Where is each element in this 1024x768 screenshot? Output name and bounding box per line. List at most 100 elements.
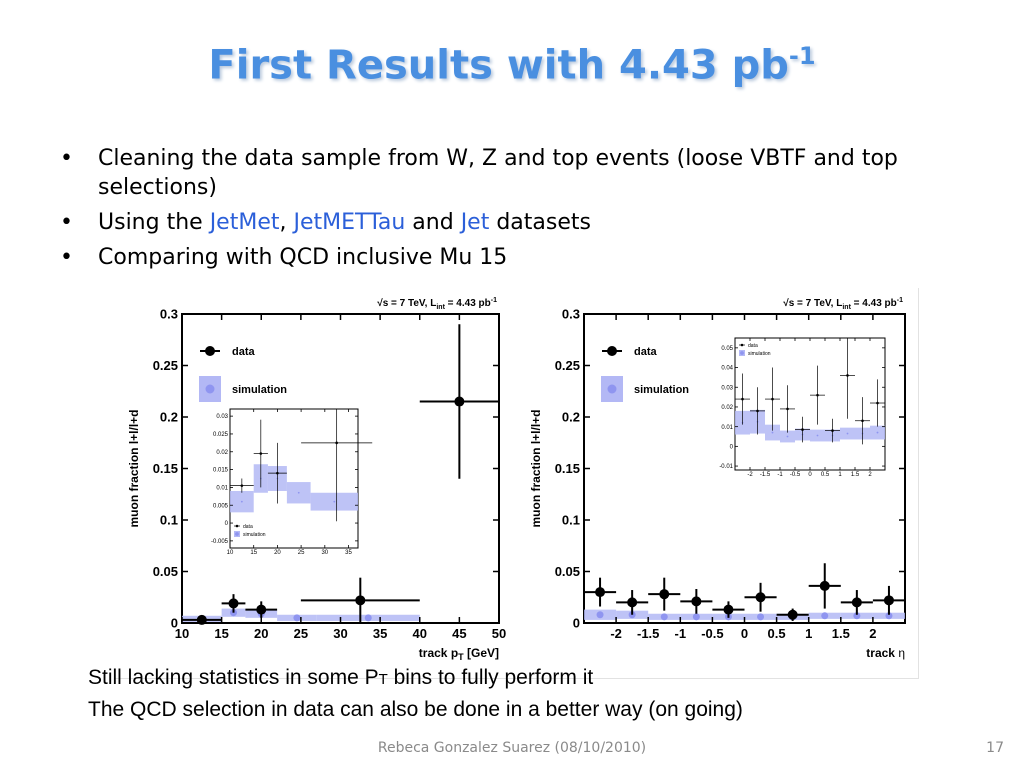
plot2-inset-xtick-label: 1 [838, 472, 842, 478]
plot2-inset-xtick-label: 1.5 [851, 472, 860, 478]
plot1-inset-ytick-label: 0.015 [213, 468, 229, 474]
plot1-xtick-label: 25 [294, 626, 308, 641]
plot1-data-point [355, 595, 366, 606]
plot2-inset-simulation-point [846, 432, 849, 435]
plot2-inset-simulation-point [786, 435, 789, 438]
plot2-inset-legend-sim-label: simulation [748, 351, 771, 357]
plot2-simulation-point [821, 612, 829, 620]
plot2-inset-data-point [741, 397, 744, 401]
plot2-ylabel: muon fraction l+l/l+d [529, 409, 543, 527]
bullet-dot: • [60, 210, 73, 235]
plot2-inset-ytick-label: 0.02 [721, 405, 733, 411]
plot2-legend-sim-marker [607, 384, 617, 394]
plot2-inset-data-point [756, 409, 759, 413]
plot2-simulation-point [660, 613, 668, 621]
plot2-data-point [723, 604, 734, 615]
plot2-inset-data-point [771, 397, 774, 401]
plot1-ytick-label: 0 [171, 616, 178, 631]
plot2-data-point [595, 587, 606, 598]
plot2-inset-data-point [846, 374, 849, 377]
plot2-xtick-label: 0 [741, 626, 748, 641]
plot1-legend-sim-marker [205, 384, 215, 394]
plot1-data-point [228, 598, 239, 609]
bullet-text: Comparing with QCD inclusive Mu 15 [98, 245, 508, 270]
plot1-legend-data-marker [205, 346, 215, 356]
plot2-simulation-point [596, 611, 604, 619]
plot1-inset-simulation-point [333, 500, 336, 503]
plot2-inset-data-point [801, 428, 804, 431]
plot2-xtick-label: 1 [805, 626, 812, 641]
bullet-text: Using the [98, 210, 210, 235]
plot1-xtick-label: 50 [492, 626, 506, 641]
plot2-inset-ytick-label: 0 [730, 444, 734, 450]
bullet-dot: • [60, 146, 73, 171]
plot1-data-point [454, 396, 465, 407]
plot2-inset-ytick-label: 0.01 [721, 425, 733, 431]
plot2-xtick-label: -0.5 [701, 626, 723, 641]
plot1-xtick-label: 45 [452, 626, 466, 641]
plot1-ytick-label: 0.25 [153, 358, 178, 373]
plot1-data-point [196, 614, 207, 625]
plot1-inset-ytick-label: 0.01 [216, 486, 228, 492]
plot2-inset-data-point [786, 407, 789, 411]
plots-svg: 00.050.10.150.20.250.310 15 20 25 30 35 40 45 50… [127, 297, 906, 662]
plot2-data-point [851, 597, 862, 608]
plot1-inset-data-point [335, 441, 338, 445]
plot1-legend-sim-label: simulation [232, 384, 287, 396]
bullet-list: • Cleaning the data sample from W, Z and … [58, 144, 978, 278]
bullet-dot: • [60, 245, 73, 270]
plot1-inset-simulation-point [297, 491, 300, 494]
plot1-xtick-label: 40 [413, 626, 427, 641]
bullet-text: datasets [489, 210, 591, 235]
note-qcd-selection: The QCD selection in data can also be do… [88, 698, 743, 721]
bullet-item: • Comparing with QCD inclusive Mu 15 [58, 243, 978, 272]
page-number: 17 [986, 740, 1004, 756]
plot2-data-point [819, 580, 830, 591]
plot1-xtick-label: 10 [175, 626, 189, 641]
slide-title: First Results with 4.43 pb-1 [0, 42, 1024, 88]
plot2-ytick-label: 0.1 [562, 513, 580, 528]
plot2-ytick-label: 0.2 [562, 410, 580, 425]
plot1-xtick-label: 15 [214, 626, 228, 641]
plot2-xtick-label: 0.5 [768, 626, 786, 641]
plot1-inset-data-point [259, 452, 263, 455]
plot2-xtick-label: 1.5 [832, 626, 850, 641]
plot2-ytick-label: 0 [573, 616, 580, 631]
plot2-inset-xtick-label: 0.5 [821, 472, 830, 478]
footer-author-date: Rebeca Gonzalez Suarez (08/10/2010) [377, 740, 647, 756]
plot1-xtick-label: 35 [373, 626, 387, 641]
plot2-inset-xtick-label: 2 [868, 472, 872, 478]
note-text: bins to fully perform it [387, 666, 594, 689]
title-superscript: -1 [788, 42, 816, 70]
plot1-legend-data-label: data [232, 346, 256, 358]
plot2-xtick-label: 2 [869, 626, 876, 641]
plot1-inset-legend-data-label: data [243, 524, 253, 530]
plot1-inset-data-point [240, 484, 244, 487]
plot2-inset-xtick-label: -2 [747, 472, 753, 478]
plot2-inset-xtick-label: -0.5 [790, 472, 801, 478]
bullet-text: Cleaning the data sample from W, Z and t… [98, 146, 898, 200]
plot2-inset-xtick-label: 0 [808, 472, 812, 478]
dataset-jetmet: JetMet [209, 210, 280, 235]
plot1-inset-ytick-label: -0.005 [211, 539, 229, 545]
plot2-ytick-label: 0.3 [562, 307, 580, 322]
plot2-inset-ytick-label: -0.01 [719, 464, 733, 470]
plot1-inset-legend-sim-label: simulation [243, 532, 266, 538]
plot2-data-point [627, 597, 638, 608]
plot1-xtick-label: 30 [333, 626, 347, 641]
plot1-inset-xtick-label: 10 [227, 550, 234, 556]
plot2-inset-ytick-label: 0.03 [721, 385, 733, 391]
plot2-data-point [691, 596, 702, 607]
plot2-legend-data-marker [607, 346, 617, 356]
plot2-inset-simulation-point [816, 434, 819, 437]
plot2-inset-legend-data-marker [740, 343, 744, 347]
plot2-xtick-label: -1.5 [637, 626, 659, 641]
plot1-inset-ytick-label: 0.025 [213, 432, 229, 438]
plot2-inset-xtick-label: -1.5 [760, 472, 771, 478]
plot1-ytick-label: 0.05 [153, 564, 178, 579]
plot1-energy-label: √s = 7 TeV, Lint = 4.43 pb-1 [377, 297, 497, 311]
plot1-simulation-point [364, 614, 372, 622]
plot2-ytick-label: 0.25 [555, 358, 580, 373]
plot1-inset-ytick-label: 0 [225, 521, 229, 527]
plot1-inset-xtick-label: 25 [298, 550, 305, 556]
